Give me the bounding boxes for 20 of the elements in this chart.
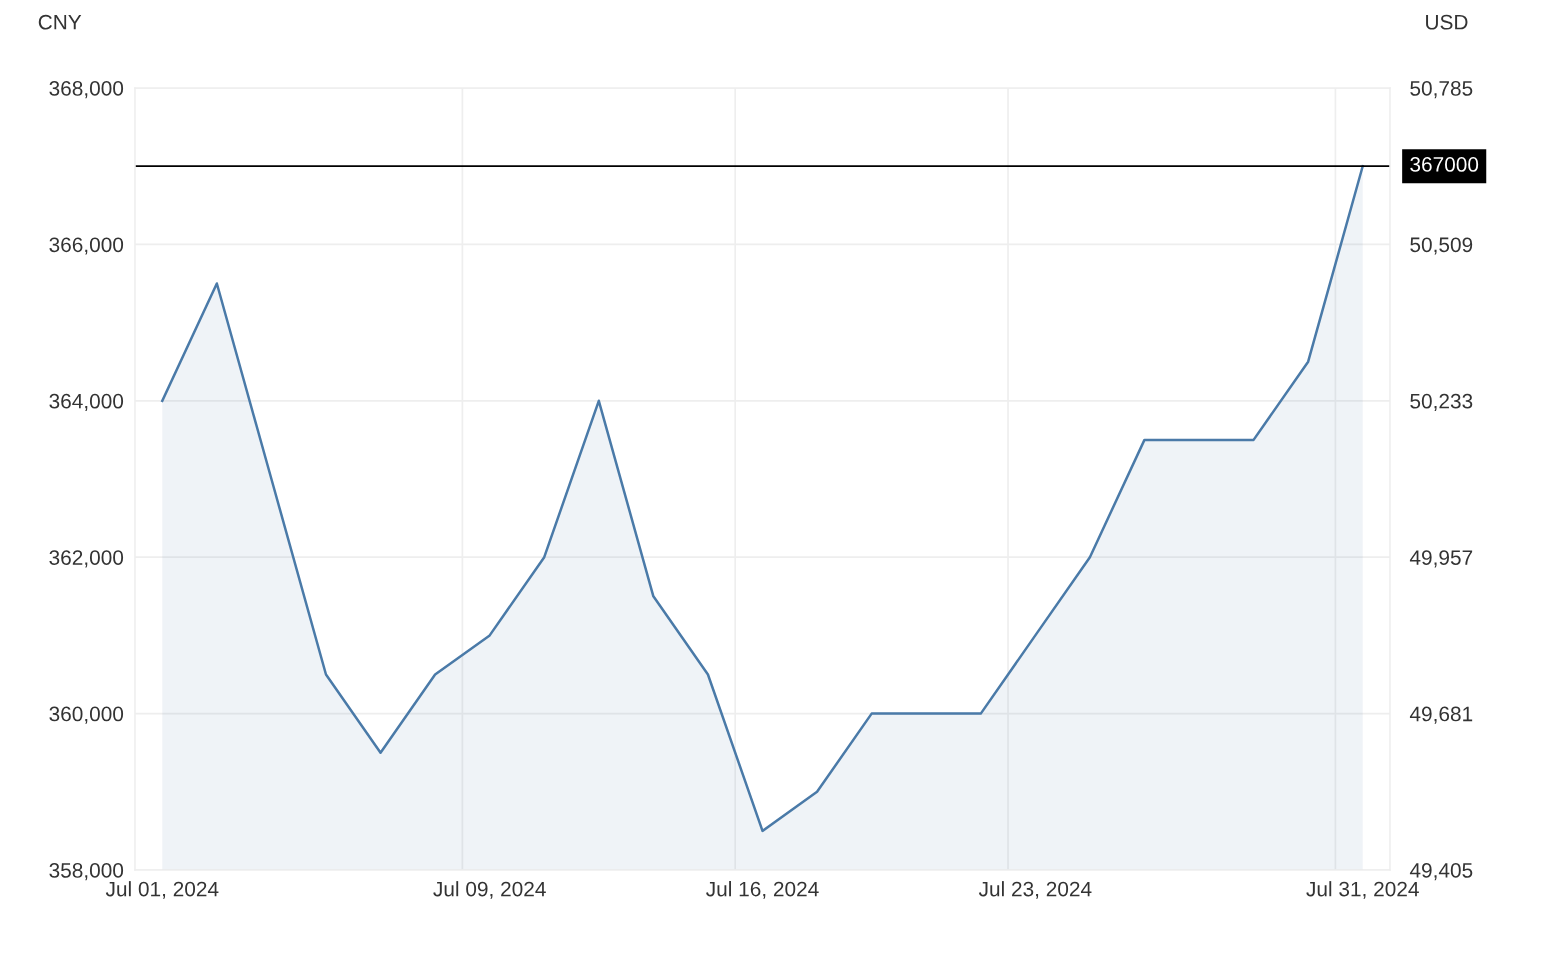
y2-tick-label: 50,233 <box>1410 393 1473 412</box>
y-axis-title: CNY <box>38 14 82 30</box>
y-tick-label: 360,000 <box>49 706 124 724</box>
y-tick-label: 364,000 <box>49 393 124 412</box>
x-tick-label: Jul 16, 2024 <box>706 881 819 899</box>
ref-line-label: 367000 <box>1410 157 1479 172</box>
y2-tick-label: 49,957 <box>1409 550 1473 568</box>
x-tick-label: Jul 31, 2024 <box>1306 881 1419 899</box>
y2-tick-label: 50,509 <box>1410 237 1473 255</box>
y2-tick-label: 49,681 <box>1409 706 1473 724</box>
y-tick-label: 358,000 <box>49 863 124 881</box>
y-tick-label: 362,000 <box>49 550 124 568</box>
x-tick-label: Jul 01, 2024 <box>105 881 219 899</box>
x-tick-label: Jul 23, 2024 <box>978 881 1092 899</box>
y2-tick-label: 50,785 <box>1410 81 1473 99</box>
y-tick-label: 366,000 <box>49 237 124 255</box>
y2-tick-label: 49,405 <box>1409 863 1473 881</box>
y-tick-label: 368,000 <box>49 81 124 99</box>
x-tick-label: Jul 09, 2024 <box>433 881 546 899</box>
y2-axis-title: USD <box>1426 14 1468 30</box>
